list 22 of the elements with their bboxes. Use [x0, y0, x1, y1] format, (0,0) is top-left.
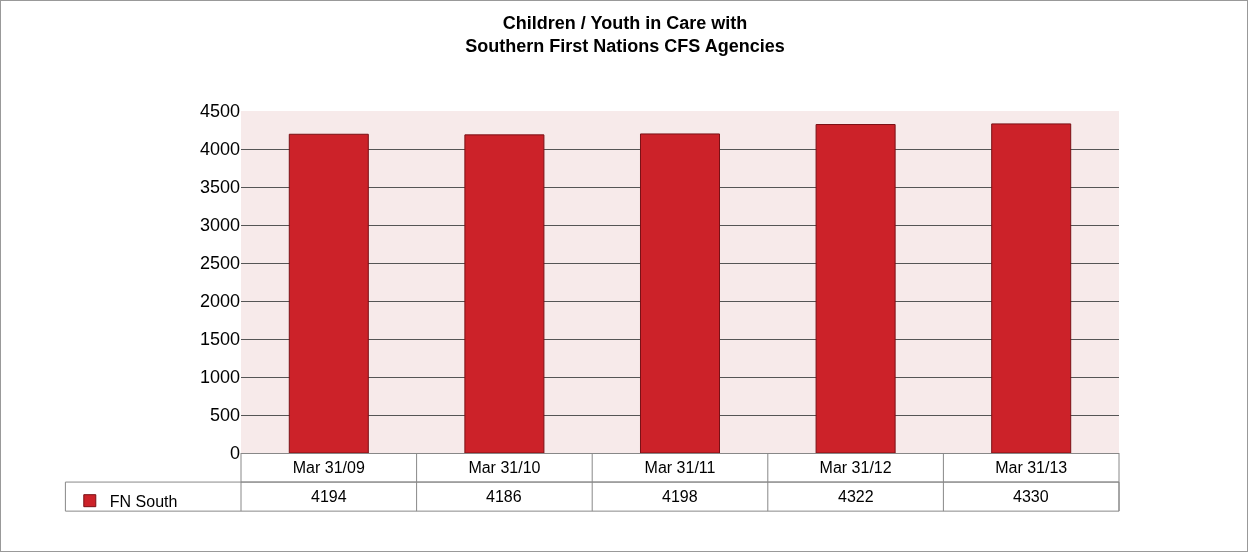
y-tick-label: 3000 [199, 215, 240, 236]
y-tick-label: 2000 [199, 291, 240, 312]
data-label: 4322 [838, 488, 874, 505]
x-tick-label: Mar 31/10 [468, 459, 541, 477]
legend-label: FN South [109, 492, 178, 510]
data-label: 4186 [486, 488, 522, 505]
data-label: 4194 [311, 488, 347, 505]
y-tick-label: 4000 [199, 139, 240, 160]
x-tick-label: Mar 31/12 [819, 459, 892, 477]
data-label: 4198 [662, 488, 698, 505]
x-tick-label: Mar 31/13 [995, 459, 1068, 477]
y-tick-label: 1000 [199, 367, 240, 388]
x-tick-label: Mar 31/11 [644, 459, 716, 477]
y-tick-label: 0 [229, 443, 240, 464]
data-label: 4330 [1013, 488, 1049, 505]
x-tick-label: Mar 31/09 [292, 459, 365, 477]
y-tick-label: 2500 [199, 253, 240, 274]
chart-title: Children / Youth in Care with Southern First Nations CFS Agencies [465, 12, 785, 56]
y-tick-label: 3500 [199, 177, 240, 198]
y-tick-label: 4500 [199, 101, 240, 122]
y-tick-label: 1500 [199, 329, 240, 350]
y-tick-label: 500 [209, 405, 240, 426]
